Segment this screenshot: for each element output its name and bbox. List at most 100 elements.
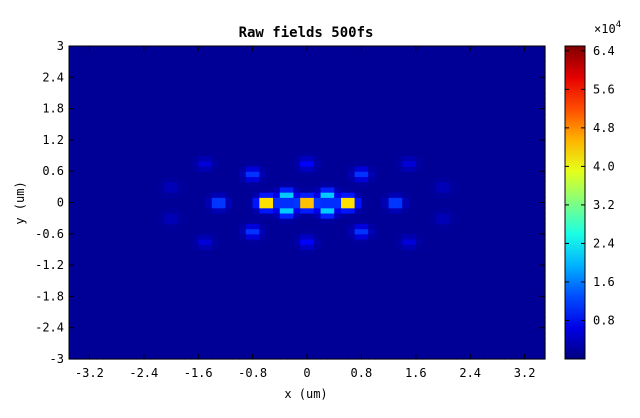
heatmap-cell	[69, 139, 77, 146]
heatmap-cell	[171, 176, 179, 183]
heatmap-cell	[402, 212, 410, 219]
heatmap-cell	[497, 66, 505, 73]
heatmap-cell	[395, 197, 403, 204]
heatmap-cell	[456, 202, 464, 209]
heatmap-cell	[531, 223, 539, 230]
heatmap-cell	[300, 119, 308, 125]
heatmap-cell	[368, 155, 376, 162]
heatmap-cell	[211, 98, 220, 104]
heatmap-cell	[538, 197, 546, 204]
heatmap-cell	[511, 134, 519, 141]
heatmap-cell	[436, 317, 444, 324]
heatmap-cell	[164, 124, 172, 131]
heatmap-cell	[103, 171, 111, 178]
heatmap-cell	[89, 332, 97, 339]
heatmap-cell	[300, 176, 308, 183]
heatmap-cell	[205, 72, 213, 78]
heatmap-cell	[463, 77, 471, 84]
heatmap-cell	[341, 322, 349, 329]
heatmap-cell	[143, 66, 152, 73]
heatmap-cell	[456, 317, 464, 324]
heatmap-cell	[341, 56, 349, 63]
heatmap-cell	[477, 56, 485, 63]
heatmap-cell	[504, 51, 512, 58]
heatmap-cell	[422, 160, 430, 167]
heatmap-cell	[511, 280, 519, 287]
heatmap-cell	[184, 129, 192, 136]
heatmap-cell	[164, 301, 172, 308]
heatmap-cell	[517, 165, 526, 172]
heatmap-cell	[402, 312, 410, 318]
heatmap-cell	[279, 77, 288, 84]
heatmap-cell	[388, 171, 396, 178]
heatmap-cell	[409, 348, 417, 355]
heatmap-cell	[218, 228, 226, 235]
heatmap-cell	[483, 296, 492, 303]
heatmap-cell	[96, 228, 104, 235]
heatmap-cell	[531, 275, 539, 282]
heatmap-cell	[225, 82, 233, 89]
heatmap-cell	[524, 207, 532, 214]
heatmap-cell	[517, 155, 526, 162]
heatmap-cell	[307, 343, 315, 350]
heatmap-cell	[477, 301, 485, 308]
heatmap-cell	[327, 134, 335, 141]
heatmap-cell	[273, 134, 281, 141]
heatmap-cell	[184, 332, 192, 339]
heatmap-cell	[395, 202, 403, 209]
heatmap-cell	[320, 223, 328, 230]
heatmap-cell	[157, 150, 165, 157]
heatmap-cell	[252, 82, 260, 89]
heatmap-cell	[137, 353, 145, 360]
heatmap-cell	[477, 113, 485, 120]
heatmap-cell	[341, 239, 349, 245]
heatmap-cell	[341, 103, 349, 110]
heatmap-cell	[517, 103, 526, 110]
heatmap-cell	[436, 239, 444, 245]
heatmap-cell	[449, 202, 458, 209]
heatmap-cell	[531, 192, 539, 198]
heatmap-cell	[449, 56, 458, 63]
heatmap-cell	[341, 291, 349, 297]
heatmap-cell	[171, 317, 179, 324]
heatmap-cell	[538, 134, 546, 141]
y-tick-label: 3	[57, 39, 64, 53]
heatmap-cell	[395, 51, 403, 58]
heatmap-cell	[96, 155, 104, 162]
heatmap-cell	[293, 239, 301, 245]
heatmap-cell	[218, 218, 226, 224]
heatmap-cell	[184, 46, 192, 52]
heatmap-cell	[69, 51, 77, 58]
y-tick-label: -3	[50, 352, 64, 366]
heatmap-cell	[69, 353, 77, 360]
heatmap-cell	[239, 228, 247, 235]
heatmap-cell	[245, 338, 254, 344]
heatmap-cell	[239, 61, 247, 68]
heatmap-cell	[327, 301, 335, 308]
heatmap-cell	[443, 77, 451, 84]
heatmap-cell	[490, 129, 498, 136]
heatmap-cell	[82, 239, 90, 245]
heatmap-cell	[116, 46, 124, 52]
heatmap-cell	[449, 244, 458, 251]
heatmap-cell	[354, 353, 362, 360]
heatmap-cell	[477, 160, 485, 167]
heatmap-cell	[422, 82, 430, 89]
heatmap-cell	[96, 181, 104, 188]
heatmap-cell	[259, 348, 267, 355]
heatmap-cell	[436, 108, 444, 115]
heatmap-cell	[341, 265, 349, 271]
heatmap-cell	[286, 165, 294, 172]
heatmap-cell	[96, 291, 104, 297]
heatmap-cell	[171, 275, 179, 282]
heatmap-cell	[409, 51, 417, 58]
heatmap-cell	[259, 145, 267, 151]
heatmap-cell	[293, 124, 301, 131]
heatmap-cell	[361, 51, 369, 58]
heatmap-cell	[436, 92, 444, 99]
heatmap-cell	[286, 306, 294, 313]
heatmap-cell	[273, 338, 281, 344]
heatmap-cell	[307, 56, 315, 63]
heatmap-cell	[429, 228, 437, 235]
heatmap-cell	[463, 108, 471, 115]
